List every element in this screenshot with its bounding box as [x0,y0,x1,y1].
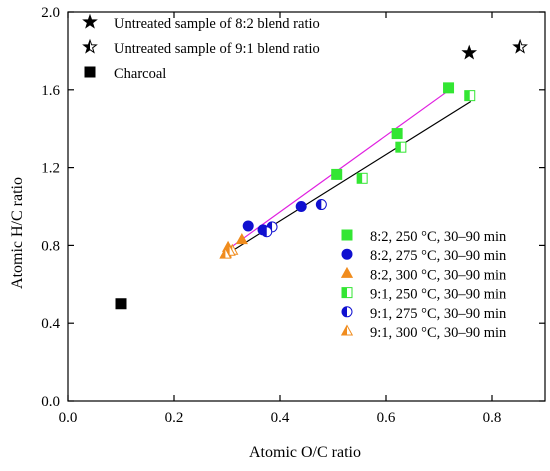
data-points [115,38,528,310]
x-tick-label: 0.8 [483,410,502,426]
data-point [235,233,248,245]
x-tick-label: 0.6 [377,410,396,426]
x-tick-label: 0.2 [165,410,184,426]
legend-marker [341,229,353,241]
marker-outline [223,244,236,256]
data-point [443,82,455,94]
marker-half-fill [83,40,90,53]
data-point [356,172,368,184]
legend-marker [340,266,354,278]
marker-shape [461,44,478,60]
marker-outline [464,90,476,102]
data-point [331,168,343,180]
data-point [461,44,478,60]
marker-shape [341,248,353,260]
marker-half-fill [464,90,470,101]
marker-half-fill [261,226,267,237]
y-tick-label: 1.6 [41,83,60,99]
y-tick-label: 0.8 [41,238,60,254]
marker-shape [82,13,98,29]
data-point [115,298,127,310]
marker-shape [84,66,96,78]
marker-outline [341,287,353,299]
y-axis-title: Atomic H/C ratio [9,177,26,289]
legend-label: 8:2, 250 °C, 30–90 min [370,229,507,245]
marker-outline [261,226,273,238]
y-tick-label: 2.0 [41,5,60,21]
legend-marker [341,306,353,318]
data-point [512,38,528,54]
marker-outline [341,306,353,318]
legend-label: Charcoal [114,66,166,82]
legend-marker [84,66,96,78]
marker-outline [315,199,327,211]
marker-shape [235,233,248,245]
marker-shape [242,220,254,232]
legend-label: 9:1, 250 °C, 30–90 min [370,287,507,303]
legend-label: 9:1, 300 °C, 30–90 min [370,325,507,341]
marker-half-fill [513,40,521,53]
marker-half-fill [395,142,401,153]
data-point [391,128,403,140]
axes: 0.0 0.2 0.4 0.6 0.8 0.0 0.4 0.8 1.2 1.6 2.0 [41,5,546,426]
marker-outline [82,38,98,54]
marker-shape [443,82,455,94]
data-point [261,226,273,238]
y-tick-label: 1.2 [41,161,60,177]
marker-outline [395,141,407,153]
marker-half-fill [357,173,363,184]
x-tick-label: 0.0 [59,410,78,426]
legend-label: Untreated sample of 9:1 blend ratio [114,41,320,57]
marker-shape [295,201,307,212]
marker-shape [341,229,353,241]
legend-marker [82,38,98,54]
data-point [464,90,476,102]
marker-shape [391,128,403,140]
legend-label: 9:1, 275 °C, 30–90 min [370,306,507,322]
marker-shape [115,298,127,310]
marker-half-fill [342,287,347,298]
data-point [242,220,254,232]
data-point [395,141,407,153]
legend-marker [82,13,98,29]
x-tick-label: 0.4 [271,410,290,426]
legend-label: Untreated sample of 8:2 blend ratio [114,16,320,32]
marker-outline [340,324,354,336]
legend-marker [341,287,353,299]
data-point [295,201,307,212]
x-axis-title: Atomic O/C ratio [249,444,361,461]
legend: Untreated sample of 8:2 blend ratio Untre… [82,13,507,341]
marker-shape [331,168,343,180]
marker-outline [219,247,232,259]
marker-half-fill [316,199,322,210]
data-point [315,199,327,211]
data-point [219,247,232,259]
marker-outline [512,38,528,54]
y-tick-label: 0.0 [41,394,60,410]
legend-marker [340,324,354,336]
legend-label: 8:2, 275 °C, 30–90 min [370,248,507,264]
legend-label: 8:2, 300 °C, 30–90 min [370,267,507,283]
marker-half-fill [342,306,347,317]
legend-marker [341,248,353,260]
plot-frame [67,11,546,402]
marker-outline [356,172,368,184]
marker-shape [340,266,354,278]
y-tick-label: 0.4 [41,316,60,332]
